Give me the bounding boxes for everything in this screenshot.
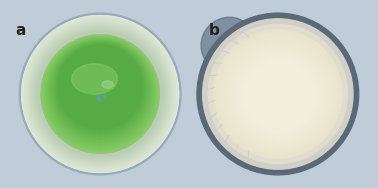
Text: b: b (209, 23, 220, 38)
Circle shape (220, 36, 336, 152)
Circle shape (197, 13, 359, 175)
Circle shape (28, 21, 173, 167)
Circle shape (203, 19, 353, 169)
Circle shape (25, 18, 176, 170)
Circle shape (56, 44, 144, 131)
Circle shape (50, 40, 150, 140)
Circle shape (222, 38, 335, 151)
Circle shape (30, 24, 170, 164)
Circle shape (214, 30, 342, 158)
Circle shape (52, 42, 148, 137)
Ellipse shape (201, 17, 258, 74)
Circle shape (218, 35, 338, 154)
Circle shape (237, 53, 322, 138)
Circle shape (208, 24, 347, 164)
Circle shape (36, 30, 164, 158)
Circle shape (53, 42, 147, 136)
Circle shape (242, 58, 318, 134)
Circle shape (235, 52, 323, 139)
Circle shape (232, 49, 325, 142)
Circle shape (50, 40, 151, 141)
Circle shape (243, 59, 316, 132)
Circle shape (58, 45, 143, 129)
Circle shape (47, 39, 153, 144)
Circle shape (231, 47, 327, 143)
Circle shape (225, 41, 332, 149)
Circle shape (59, 45, 142, 128)
Circle shape (99, 98, 102, 101)
Circle shape (215, 32, 341, 157)
Circle shape (48, 39, 152, 143)
Circle shape (239, 55, 320, 136)
Circle shape (26, 20, 174, 168)
Circle shape (35, 29, 166, 159)
Circle shape (102, 94, 105, 97)
Circle shape (19, 13, 181, 175)
Circle shape (29, 23, 171, 165)
Text: a: a (15, 23, 25, 38)
Circle shape (240, 56, 319, 135)
Circle shape (54, 42, 147, 135)
Circle shape (228, 44, 330, 146)
Circle shape (45, 38, 155, 147)
Ellipse shape (102, 81, 113, 88)
Circle shape (55, 43, 145, 133)
Circle shape (46, 38, 154, 146)
Circle shape (42, 36, 158, 151)
Circle shape (234, 50, 324, 140)
Circle shape (22, 16, 178, 172)
Circle shape (97, 96, 100, 99)
Circle shape (47, 38, 153, 145)
Circle shape (33, 27, 167, 161)
Circle shape (223, 39, 334, 150)
Circle shape (51, 41, 149, 139)
Circle shape (217, 33, 339, 155)
Circle shape (42, 36, 158, 152)
Circle shape (44, 37, 156, 149)
Ellipse shape (72, 64, 118, 94)
Circle shape (43, 36, 157, 150)
Circle shape (22, 16, 178, 172)
Circle shape (226, 42, 331, 147)
Circle shape (49, 40, 152, 142)
Circle shape (57, 44, 143, 130)
Circle shape (52, 41, 149, 138)
Circle shape (42, 36, 158, 152)
Circle shape (37, 31, 163, 157)
Circle shape (54, 43, 146, 134)
Circle shape (214, 30, 342, 158)
Circle shape (23, 17, 177, 171)
Circle shape (56, 44, 144, 132)
Circle shape (229, 45, 328, 144)
Circle shape (32, 26, 169, 162)
Circle shape (45, 37, 156, 148)
Circle shape (41, 35, 160, 153)
